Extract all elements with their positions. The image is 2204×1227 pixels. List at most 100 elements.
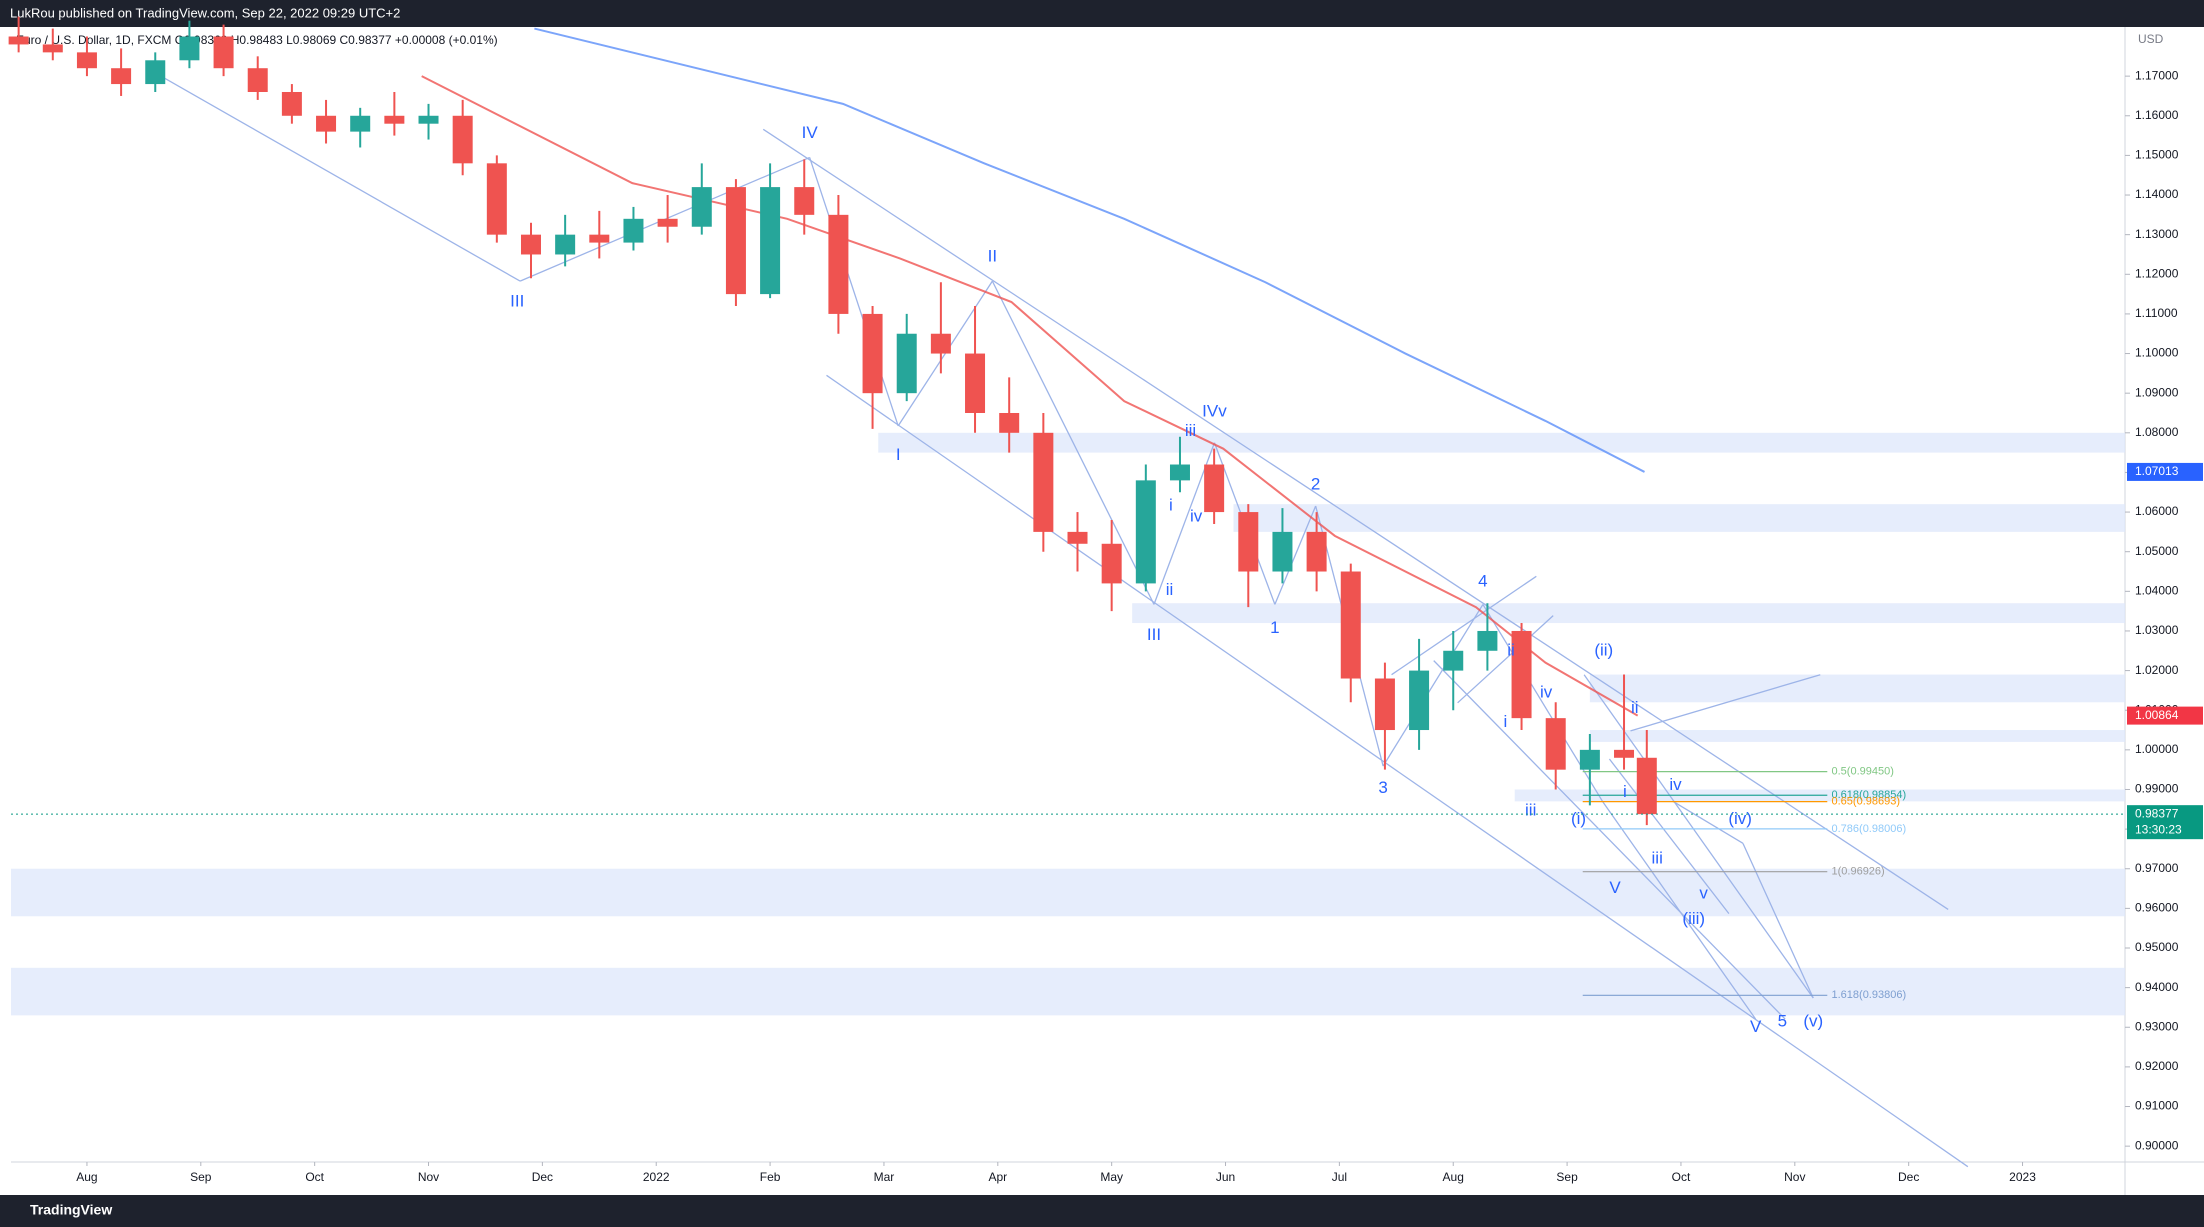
- wave-label: iv: [1190, 507, 1203, 526]
- candle-body: [999, 412, 1020, 433]
- trend-line: [1608, 758, 1730, 915]
- wave-label: iii: [1185, 421, 1196, 440]
- y-tick-label: 0.90000: [2135, 1138, 2179, 1152]
- wave-label: (ii): [1594, 640, 1613, 659]
- x-tick-label: Dec: [1898, 1170, 1919, 1184]
- fib-label: 1(0.96926): [1832, 866, 1885, 878]
- currency: USD: [2138, 32, 2164, 46]
- candle-body: [1545, 718, 1566, 770]
- symbol-info: Euro / U.S. Dollar, 1D, FXCM O0.98369 H0…: [16, 33, 498, 47]
- wave-label: i: [1623, 782, 1627, 801]
- candle-body: [965, 353, 986, 413]
- wave-label: IV: [802, 123, 819, 142]
- wave-label: III: [510, 292, 524, 311]
- trend-line: [1274, 505, 1317, 605]
- candle-body: [623, 218, 644, 243]
- candle-body: [1614, 749, 1635, 758]
- candle-body: [111, 68, 132, 85]
- wave-label: ii: [1166, 580, 1174, 599]
- wave-label: iii: [1652, 848, 1663, 867]
- y-tick-label: 1.02000: [2135, 663, 2179, 677]
- zone: [1233, 504, 2125, 532]
- wave-label: (v): [1803, 1011, 1823, 1030]
- y-tick-label: 1.08000: [2135, 425, 2179, 439]
- candle-body: [1477, 630, 1498, 651]
- y-tick-label: 1.12000: [2135, 266, 2179, 280]
- y-tick-label: 1.09000: [2135, 385, 2179, 399]
- x-tick-label: Aug: [76, 1170, 97, 1184]
- y-tick-label: 1.15000: [2135, 148, 2179, 162]
- candle-body: [1135, 480, 1156, 584]
- wave-label: V: [1609, 878, 1621, 897]
- wave-label: i: [1504, 712, 1508, 731]
- candle-body: [520, 234, 541, 255]
- trend-line: [1672, 800, 1744, 844]
- publisher: LukRou published on TradingView.com, Sep…: [10, 5, 400, 20]
- trend-line: [762, 128, 1949, 910]
- candle-body: [316, 115, 337, 132]
- trend-line: [826, 374, 1969, 1168]
- x-tick-label: 2023: [2009, 1170, 2036, 1184]
- candle-body: [145, 60, 166, 85]
- trend-line: [1382, 604, 1484, 767]
- fib-label: 0.65(0.98693): [1832, 796, 1901, 808]
- candle-body: [1636, 757, 1657, 815]
- wave-label: (iv): [1728, 809, 1752, 828]
- x-tick-label: Sep: [1556, 1170, 1578, 1184]
- wave-label: 3: [1378, 778, 1387, 797]
- trend-line: [1583, 674, 1814, 999]
- y-tick-label: 1.10000: [2135, 346, 2179, 360]
- candle-body: [1033, 432, 1054, 532]
- y-tick-label: 0.92000: [2135, 1059, 2179, 1073]
- zone: [1589, 730, 2125, 742]
- price-tag-label: 1.07013: [2135, 464, 2179, 478]
- y-tick-label: 1.06000: [2135, 504, 2179, 518]
- top-bar: [0, 0, 2204, 27]
- wave-label: 1: [1270, 618, 1279, 637]
- wave-label: (iii): [1682, 909, 1705, 928]
- candle-body: [589, 234, 610, 243]
- wave-label: V: [1750, 1017, 1762, 1036]
- candle-body: [486, 163, 507, 235]
- x-tick-label: Jul: [1332, 1170, 1347, 1184]
- candle-body: [760, 187, 781, 295]
- x-tick-label: Aug: [1443, 1170, 1464, 1184]
- candle-body: [862, 313, 883, 394]
- wave-label: ii: [1507, 640, 1515, 659]
- x-tick-label: May: [1100, 1170, 1123, 1184]
- y-tick-label: 0.94000: [2135, 980, 2179, 994]
- price-tag: [2127, 706, 2203, 725]
- candle-body: [1511, 630, 1532, 719]
- wave-label: 5: [1778, 1011, 1787, 1030]
- candle-body: [794, 187, 815, 215]
- y-tick-label: 1.00000: [2135, 742, 2179, 756]
- x-tick-label: Nov: [1784, 1170, 1805, 1184]
- wave-label: III: [1147, 625, 1161, 644]
- y-tick-label: 0.91000: [2135, 1099, 2179, 1113]
- wave-label: iii: [1525, 801, 1536, 820]
- candle-body: [1374, 678, 1395, 731]
- candle-body: [555, 234, 576, 255]
- x-tick-label: Mar: [874, 1170, 895, 1184]
- zone: [1589, 674, 2125, 703]
- trend-line: [162, 76, 521, 282]
- wave-label: ii: [1631, 698, 1639, 717]
- wave-label: 2: [1311, 474, 1320, 493]
- fib-label: 0.618(0.98854): [1832, 789, 1907, 801]
- trend-line: [1742, 843, 1814, 999]
- wave-label: I: [896, 445, 901, 464]
- candle-body: [1579, 749, 1600, 770]
- wave-label: II: [988, 247, 997, 266]
- y-tick-label: 1.05000: [2135, 544, 2179, 558]
- zone: [1132, 603, 2125, 624]
- candle-body: [452, 115, 473, 164]
- candle-body: [42, 44, 63, 53]
- fib-label: 1.618(0.93806): [1832, 989, 1907, 1001]
- wave-label: v: [1699, 883, 1708, 902]
- brand: TradingView: [30, 1202, 112, 1218]
- candle-body: [657, 218, 678, 227]
- candle-body: [384, 115, 405, 124]
- zone: [11, 967, 2125, 1016]
